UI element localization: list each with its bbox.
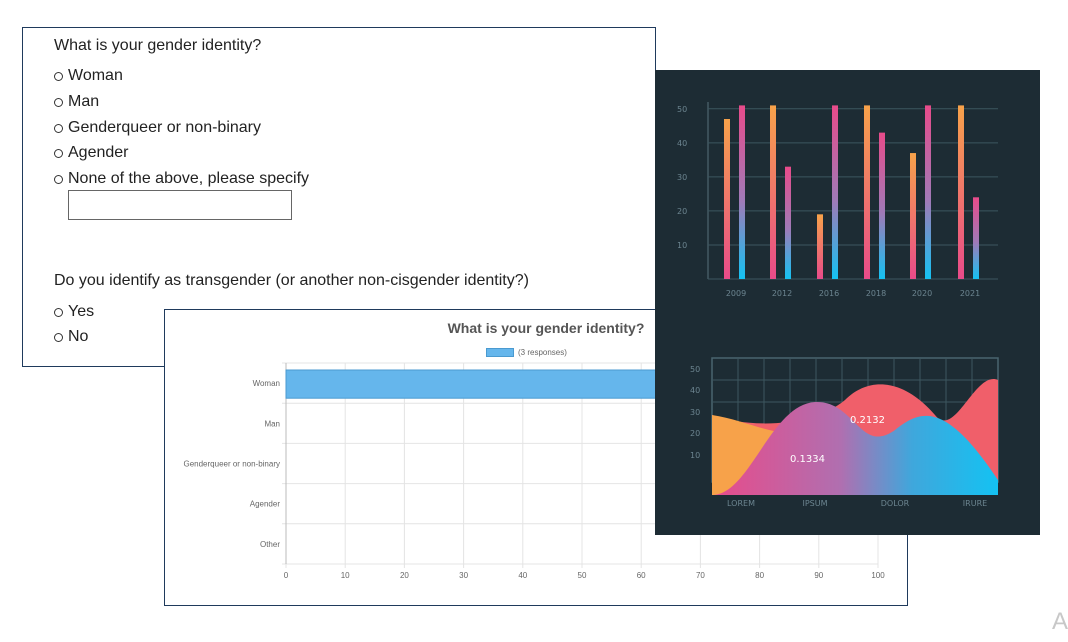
q2-option-label: Yes: [68, 303, 95, 320]
q1-option-agender[interactable]: Agender: [54, 144, 129, 162]
q1-option-label: Agender: [68, 144, 129, 161]
q2-title: Do you identify as transgender (or anoth…: [54, 272, 529, 289]
x-tick-label: 20: [400, 571, 409, 580]
results-legend: (3 responses): [486, 348, 567, 357]
radio-icon[interactable]: [54, 332, 63, 342]
bar-2016-b: [832, 105, 838, 280]
radio-icon[interactable]: [54, 148, 63, 158]
x-tick-label: 60: [637, 571, 646, 580]
bar-2020-a: [910, 153, 916, 279]
legend-label: (3 responses): [518, 348, 567, 357]
corner-letter: A: [1051, 608, 1068, 635]
bar-2018-b: [879, 132, 885, 279]
bar-2018-a: [864, 105, 870, 280]
q1-option-genderqueer[interactable]: Genderqueer or non-binary: [54, 119, 261, 137]
radio-icon[interactable]: [54, 71, 63, 81]
area-x-tick-label: IRURE: [963, 499, 987, 508]
area-y-tick-label: 50: [690, 365, 700, 374]
bar-y-tick-label: 30: [677, 173, 687, 182]
x-tick-label: 0: [284, 571, 289, 580]
area-y-tick-label: 30: [690, 408, 700, 417]
bar-y-tick-label: 10: [677, 241, 687, 250]
bar-2009-b: [739, 105, 745, 280]
bar-y-tick-label: 20: [677, 207, 687, 216]
area-x-tick-label: LOREM: [727, 499, 755, 508]
bar-2012-b: [785, 166, 791, 279]
q1-option-label: Man: [68, 93, 100, 110]
x-tick-label: 70: [696, 571, 705, 580]
bar-y-tick-label: 50: [677, 105, 687, 114]
area-shape-front: [712, 401, 998, 495]
bar-2020-b: [925, 105, 931, 280]
q1-option-label: Genderqueer or non-binary: [68, 119, 262, 136]
y-tick-label: Genderqueer or non-binary: [183, 460, 280, 469]
x-tick-label: 40: [518, 571, 527, 580]
q1-title: What is your gender identity?: [54, 37, 262, 54]
bar-2009-a: [724, 119, 730, 279]
bar-x-tick-label: 2020: [912, 289, 932, 298]
q1-option-none[interactable]: None of the above, please specify: [54, 170, 309, 188]
bar-x-tick-label: 2012: [772, 289, 792, 298]
q2-option-no[interactable]: No: [54, 328, 88, 346]
x-tick-label: 10: [341, 571, 350, 580]
q2-option-label: No: [68, 328, 89, 345]
bar-2021-b: [973, 197, 979, 279]
x-tick-label: 50: [578, 571, 587, 580]
radio-icon[interactable]: [54, 123, 63, 133]
radio-icon[interactable]: [54, 174, 63, 184]
bar-y-tick-label: 40: [677, 139, 687, 148]
q1-option-label: Woman: [68, 67, 123, 84]
y-tick-label: Other: [260, 540, 280, 549]
area-annotation-1: 0.2132: [850, 415, 885, 426]
dark-dashboard-card: 10 20 30 40 50 2009 2012 2016 2018 2020 2021 50 40 30…: [655, 70, 1040, 535]
area-annotation-2: 0.1334: [790, 454, 825, 465]
area-y-tick-label: 40: [690, 386, 700, 395]
x-tick-label: 90: [814, 571, 823, 580]
bar-x-tick-label: 2018: [866, 289, 886, 298]
x-tick-label: 30: [459, 571, 468, 580]
area-y-tick-label: 20: [690, 429, 700, 438]
q2-option-yes[interactable]: Yes: [54, 303, 94, 321]
area-x-tick-label: IPSUM: [802, 499, 827, 508]
radio-icon[interactable]: [54, 97, 63, 107]
y-tick-label: Agender: [250, 500, 281, 509]
area-y-tick-label: 10: [690, 451, 700, 460]
y-tick-label: Woman: [253, 379, 280, 388]
dark-charts: 10 20 30 40 50 2009 2012 2016 2018 2020 2021 50 40 30…: [677, 102, 999, 508]
bar-x-tick-label: 2016: [819, 289, 839, 298]
x-tick-label: 80: [755, 571, 764, 580]
bar-2021-a: [958, 105, 964, 280]
legend-swatch: [486, 348, 514, 357]
q1-option-woman[interactable]: Woman: [54, 67, 123, 85]
radio-icon[interactable]: [54, 307, 63, 317]
x-tick-label: 100: [871, 571, 885, 580]
bar-x-tick-label: 2009: [726, 289, 746, 298]
q1-option-man[interactable]: Man: [54, 93, 99, 111]
results-chart-title: What is your gender identity?: [447, 320, 645, 336]
bar-x-tick-label: 2021: [960, 289, 980, 298]
bar-2016-a: [817, 214, 823, 279]
area-x-tick-label: DOLOR: [881, 499, 910, 508]
q1-option-label: None of the above, please specify: [68, 170, 310, 187]
bar-2012-a: [770, 105, 776, 280]
specify-input[interactable]: [68, 190, 292, 220]
y-tick-label: Man: [264, 419, 280, 428]
